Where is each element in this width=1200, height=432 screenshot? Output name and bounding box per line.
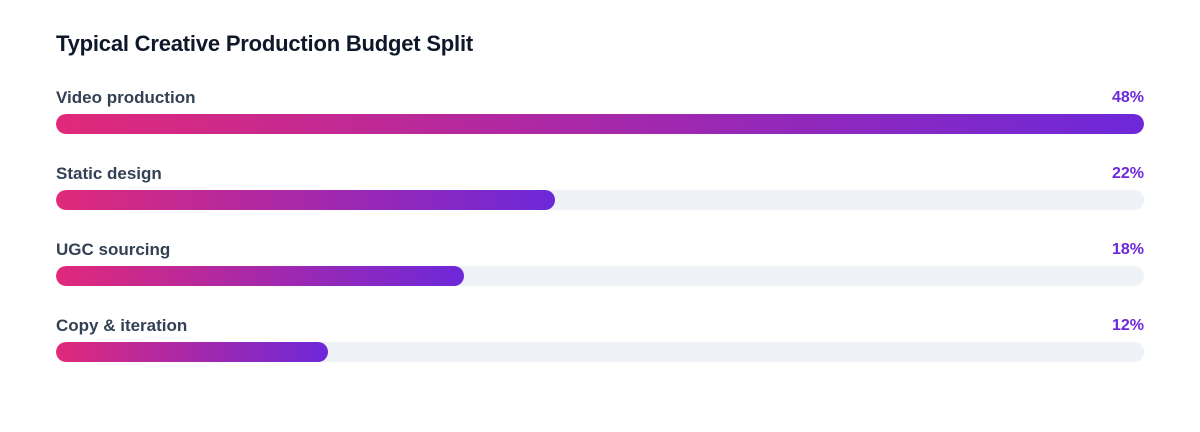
bar-row: Static design 22% — [56, 163, 1144, 239]
bar-track — [56, 190, 1144, 210]
bar-fill — [56, 190, 555, 210]
bar-label: Static design — [56, 164, 162, 183]
bar-value-label: 22% — [1111, 165, 1144, 182]
bar-row: Video production 48% — [56, 87, 1144, 163]
chart-title: Typical Creative Production Budget Split — [56, 31, 473, 56]
budget-split-chart: Typical Creative Production Budget Split… — [56, 0, 1144, 432]
bar-label: UGC sourcing — [56, 240, 171, 259]
bar-track — [56, 342, 1144, 362]
bar-value-label: 12% — [1111, 317, 1144, 334]
bar-value-label: 48% — [1111, 89, 1144, 106]
bar-fill — [56, 266, 464, 286]
bar-label: Video production — [56, 88, 196, 107]
bar-value-label: 18% — [1111, 241, 1144, 258]
bar-fill — [56, 114, 1144, 134]
bar-track — [56, 266, 1144, 286]
bar-fill — [56, 342, 328, 362]
bar-label: Copy & iteration — [56, 316, 188, 335]
bar-rows: Video production 48% Static design 22% U… — [56, 87, 1144, 391]
bar-row: UGC sourcing 18% — [56, 239, 1144, 315]
bar-track — [56, 114, 1144, 134]
bar-row: Copy & iteration 12% — [56, 315, 1144, 391]
